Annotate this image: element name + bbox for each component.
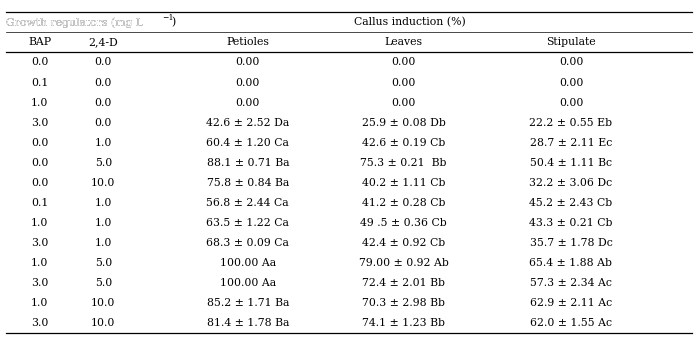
Text: 0.00: 0.00 xyxy=(559,98,583,108)
Text: 75.8 ± 0.84 Ba: 75.8 ± 0.84 Ba xyxy=(207,178,289,188)
Text: 1.0: 1.0 xyxy=(95,138,112,148)
Text: 60.4 ± 1.20 Ca: 60.4 ± 1.20 Ca xyxy=(207,138,289,148)
Text: ): ) xyxy=(171,17,175,27)
Text: 0.00: 0.00 xyxy=(392,77,415,88)
Text: 10.0: 10.0 xyxy=(91,318,115,328)
Text: 70.3 ± 2.98 Bb: 70.3 ± 2.98 Bb xyxy=(362,298,445,308)
Text: 5.0: 5.0 xyxy=(95,158,112,168)
Text: 0.00: 0.00 xyxy=(236,57,260,68)
Text: 0.0: 0.0 xyxy=(31,57,48,68)
Text: 79.00 ± 0.92 Ab: 79.00 ± 0.92 Ab xyxy=(359,258,448,268)
Text: 3.0: 3.0 xyxy=(31,318,48,328)
Text: 62.0 ± 1.55 Ac: 62.0 ± 1.55 Ac xyxy=(530,318,612,328)
Text: Petioles: Petioles xyxy=(226,37,269,48)
Text: 100.00 Aa: 100.00 Aa xyxy=(220,278,276,288)
Text: 0.00: 0.00 xyxy=(236,98,260,108)
Text: 0.0: 0.0 xyxy=(95,118,112,128)
Text: 43.3 ± 0.21 Cb: 43.3 ± 0.21 Cb xyxy=(529,218,613,228)
Text: 35.7 ± 1.78 Dc: 35.7 ± 1.78 Dc xyxy=(530,238,612,248)
Text: 5.0: 5.0 xyxy=(95,278,112,288)
Text: 22.2 ± 0.55 Eb: 22.2 ± 0.55 Eb xyxy=(529,118,613,128)
Text: 50.4 ± 1.11 Bc: 50.4 ± 1.11 Bc xyxy=(530,158,612,168)
Text: 40.2 ± 1.11 Cb: 40.2 ± 1.11 Cb xyxy=(362,178,445,188)
Text: 68.3 ± 0.09 Ca: 68.3 ± 0.09 Ca xyxy=(207,238,289,248)
Text: 25.9 ± 0.08 Db: 25.9 ± 0.08 Db xyxy=(362,118,445,128)
Text: 100.00 Aa: 100.00 Aa xyxy=(220,258,276,268)
Text: 0.0: 0.0 xyxy=(31,138,48,148)
Text: 3.0: 3.0 xyxy=(31,238,48,248)
Text: 72.4 ± 2.01 Bb: 72.4 ± 2.01 Bb xyxy=(362,278,445,288)
Text: 0.1: 0.1 xyxy=(31,77,48,88)
Text: 0.0: 0.0 xyxy=(95,77,112,88)
Text: 49 .5 ± 0.36 Cb: 49 .5 ± 0.36 Cb xyxy=(360,218,447,228)
Text: 0.00: 0.00 xyxy=(392,98,415,108)
Text: 0.0: 0.0 xyxy=(95,57,112,68)
Text: 5.0: 5.0 xyxy=(95,258,112,268)
Text: 10.0: 10.0 xyxy=(91,298,115,308)
Text: 63.5 ± 1.22 Ca: 63.5 ± 1.22 Ca xyxy=(207,218,289,228)
Text: 42.6 ± 2.52 Da: 42.6 ± 2.52 Da xyxy=(206,118,290,128)
Text: 3.0: 3.0 xyxy=(31,278,48,288)
Text: 56.8 ± 2.44 Ca: 56.8 ± 2.44 Ca xyxy=(207,198,289,208)
Text: 1.0: 1.0 xyxy=(31,298,48,308)
Text: 1.0: 1.0 xyxy=(95,218,112,228)
Text: 45.2 ± 2.43 Cb: 45.2 ± 2.43 Cb xyxy=(529,198,613,208)
Text: 42.4 ± 0.92 Cb: 42.4 ± 0.92 Cb xyxy=(362,238,445,248)
Text: 0.0: 0.0 xyxy=(31,158,48,168)
Text: 3.0: 3.0 xyxy=(31,118,48,128)
Text: 28.7 ± 2.11 Ec: 28.7 ± 2.11 Ec xyxy=(530,138,612,148)
Text: 10.0: 10.0 xyxy=(91,178,115,188)
Text: Growth regulators (mg L: Growth regulators (mg L xyxy=(6,17,142,28)
Text: 0.0: 0.0 xyxy=(31,178,48,188)
Text: 2,4-D: 2,4-D xyxy=(89,37,118,48)
Text: 88.1 ± 0.71 Ba: 88.1 ± 0.71 Ba xyxy=(207,158,289,168)
Text: 57.3 ± 2.34 Ac: 57.3 ± 2.34 Ac xyxy=(530,278,612,288)
Text: 1.0: 1.0 xyxy=(95,238,112,248)
Text: 0.1: 0.1 xyxy=(31,198,48,208)
Text: 85.2 ± 1.71 Ba: 85.2 ± 1.71 Ba xyxy=(207,298,289,308)
Text: BAP: BAP xyxy=(28,37,52,48)
Text: Leaves: Leaves xyxy=(385,37,422,48)
Text: 32.2 ± 3.06 Dc: 32.2 ± 3.06 Dc xyxy=(529,178,613,188)
Text: −1: −1 xyxy=(162,14,173,22)
Text: 0.00: 0.00 xyxy=(559,77,583,88)
Text: 0.00: 0.00 xyxy=(236,77,260,88)
Text: 0.00: 0.00 xyxy=(559,57,583,68)
Text: 62.9 ± 2.11 Ac: 62.9 ± 2.11 Ac xyxy=(530,298,612,308)
Text: Growth regulators (mg L: Growth regulators (mg L xyxy=(6,17,142,28)
Text: 1.0: 1.0 xyxy=(31,218,48,228)
Text: 0.0: 0.0 xyxy=(95,98,112,108)
Text: 75.3 ± 0.21  Bb: 75.3 ± 0.21 Bb xyxy=(360,158,447,168)
Text: 81.4 ± 1.78 Ba: 81.4 ± 1.78 Ba xyxy=(207,318,289,328)
Text: Stipulate: Stipulate xyxy=(546,37,596,48)
Text: 1.0: 1.0 xyxy=(31,258,48,268)
Text: 42.6 ± 0.19 Cb: 42.6 ± 0.19 Cb xyxy=(362,138,445,148)
Text: 1.0: 1.0 xyxy=(31,98,48,108)
Text: 1.0: 1.0 xyxy=(95,198,112,208)
Text: Callus induction (%): Callus induction (%) xyxy=(353,17,466,27)
Text: 41.2 ± 0.28 Cb: 41.2 ± 0.28 Cb xyxy=(362,198,445,208)
Text: 65.4 ± 1.88 Ab: 65.4 ± 1.88 Ab xyxy=(530,258,612,268)
Text: 74.1 ± 1.23 Bb: 74.1 ± 1.23 Bb xyxy=(362,318,445,328)
Text: 0.00: 0.00 xyxy=(392,57,415,68)
